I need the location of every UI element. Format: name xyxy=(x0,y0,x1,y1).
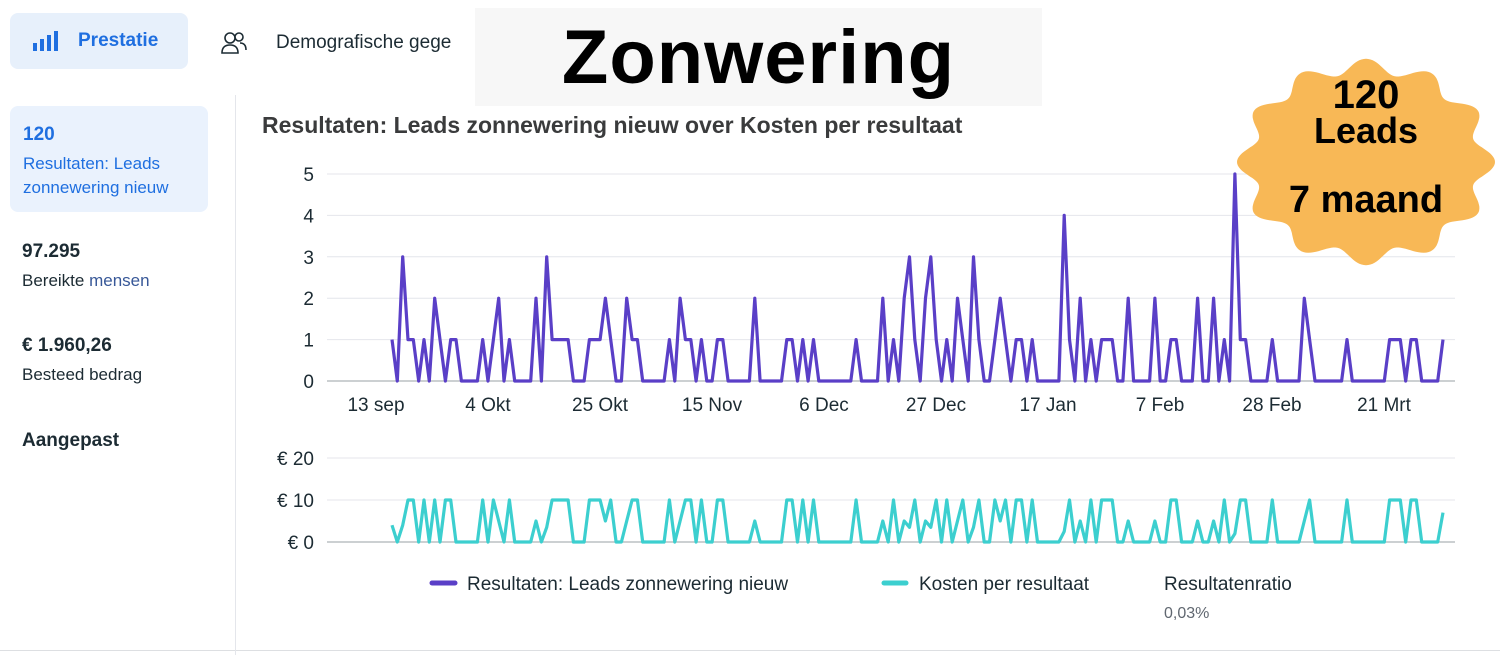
top-y-tick-label: 2 xyxy=(303,289,314,310)
badge-line1: 120 xyxy=(1333,73,1400,117)
top-y-tick-label: 4 xyxy=(303,206,314,227)
tab-prestatie[interactable]: Prestatie xyxy=(10,13,188,69)
chart-legend: Resultaten: Leads zonnewering nieuw Kost… xyxy=(429,574,1292,622)
bottom-y-tick-label: € 0 xyxy=(288,533,314,554)
banner-title-text: Zonwering xyxy=(561,14,956,100)
x-tick-label: 7 Feb xyxy=(1136,395,1185,416)
results-series-line xyxy=(390,172,1445,383)
top-y-tick-label: 5 xyxy=(303,165,314,186)
top-y-tick-label: 0 xyxy=(303,372,314,393)
badge-line2: Leads xyxy=(1314,110,1418,151)
bottom-y-tick-label: € 10 xyxy=(277,491,314,512)
metric-reach-label: Bereikte mensen xyxy=(22,271,150,291)
metric-results-value: 120 xyxy=(23,124,55,145)
badge-line3: 7 maand xyxy=(1289,179,1443,221)
sidebar-divider xyxy=(235,95,236,655)
bar-chart-icon xyxy=(33,31,58,51)
metric-spend-value: € 1.960,26 xyxy=(22,335,112,356)
legend-results-label: Resultaten: Leads zonnewering nieuw xyxy=(467,574,788,595)
x-tick-label: 13 sep xyxy=(347,395,404,416)
metric-card-results[interactable]: 120 Resultaten: Leads zonnewering nieuw xyxy=(10,106,208,212)
metric-results-label: Resultaten: Leads zonnewering nieuw xyxy=(23,154,169,197)
x-tick-label: 21 Mrt xyxy=(1357,395,1412,416)
x-tick-label: 15 Nov xyxy=(682,395,743,416)
top-y-tick-label: 1 xyxy=(303,331,314,352)
top-y-tick-label: 3 xyxy=(303,248,314,269)
leads-badge: 120 Leads 7 maand xyxy=(1237,58,1495,266)
tab-demographics-label: Demografische gege xyxy=(276,32,452,53)
legend-ratio-label: Resultatenratio xyxy=(1164,574,1292,595)
metric-reach-value: 97.295 xyxy=(22,241,81,262)
legend-ratio-value: 0,03% xyxy=(1164,605,1209,622)
bottom-y-tick-label: € 20 xyxy=(277,449,314,470)
tab-prestatie-label: Prestatie xyxy=(78,30,159,51)
banner-title: Zonwering xyxy=(475,8,1042,106)
metric-reach[interactable]: 97.295 Bereikte mensen xyxy=(22,241,150,291)
badge-shape xyxy=(1237,58,1495,266)
x-tick-label: 25 Okt xyxy=(572,395,629,416)
x-tick-label: 17 Jan xyxy=(1019,395,1076,416)
metric-reach-link[interactable]: mensen xyxy=(89,271,150,290)
cost-series-line xyxy=(390,498,1445,544)
x-tick-label: 28 Feb xyxy=(1242,395,1301,416)
metric-reach-label-prefix: Bereikte xyxy=(22,271,85,290)
x-tick-label: 27 Dec xyxy=(906,395,966,416)
chart-title: Resultaten: Leads zonnewering nieuw over… xyxy=(262,112,963,138)
people-icon xyxy=(221,32,247,54)
x-tick-label: 4 Okt xyxy=(465,395,511,416)
metric-custom[interactable]: Aangepast xyxy=(22,430,120,451)
legend-cost-label: Kosten per resultaat xyxy=(919,574,1090,595)
metric-spend-label: Besteed bedrag xyxy=(22,365,143,384)
tab-demographics[interactable]: Demografische gege xyxy=(220,25,451,61)
x-tick-label: 6 Dec xyxy=(799,395,849,416)
metric-spend[interactable]: € 1.960,26 Besteed bedrag xyxy=(22,335,142,385)
